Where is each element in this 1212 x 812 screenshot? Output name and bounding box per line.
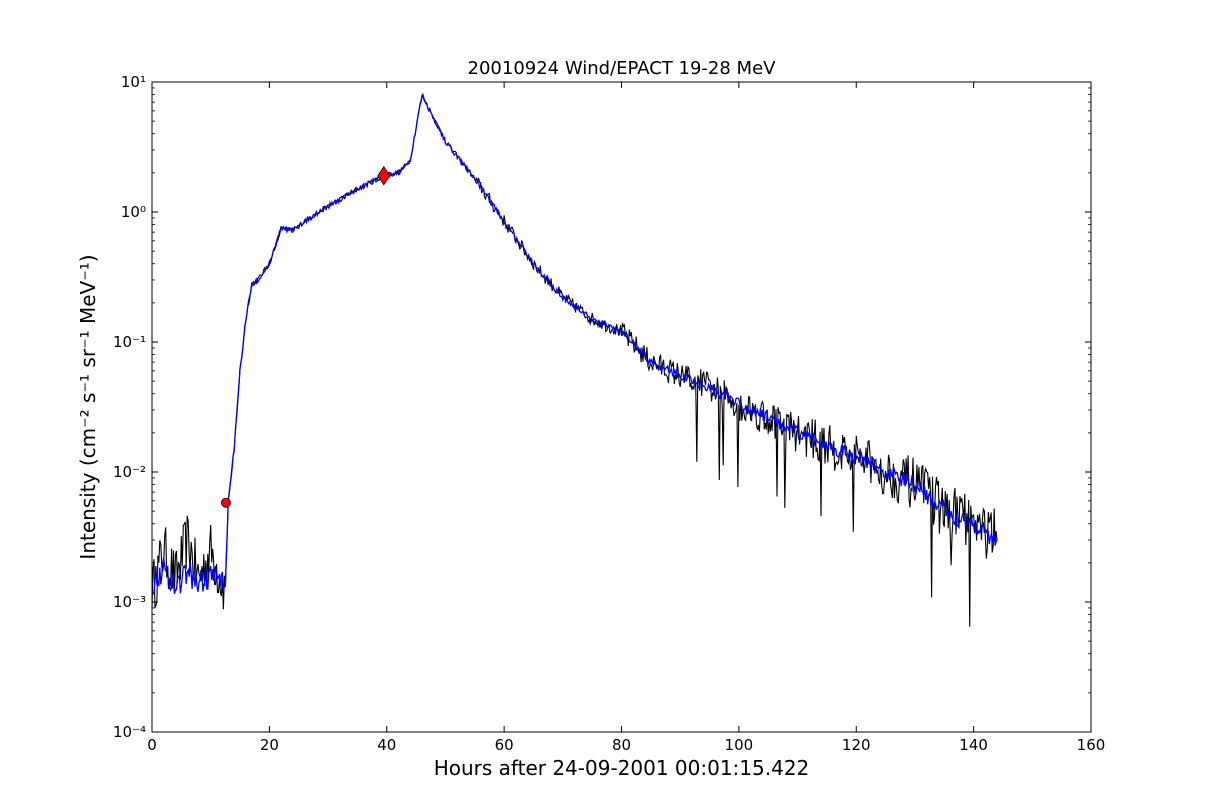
y-tick-label: 10⁻³ [113,593,146,611]
marker-layer [221,166,391,508]
tick-layer: 0 20 40 60 80 100 120 140 160 10⁻⁴ 10⁻³ 10⁻² 10⁻¹ 10⁰… [113,73,1105,754]
x-tick-label: 120 [842,736,871,754]
x-tick-label: 80 [612,736,631,754]
series-layer [151,92,998,627]
y-tick-label: 10⁻⁴ [113,723,146,741]
y-tick-label: 10⁰ [121,203,146,221]
x-axis-title: Hours after 24-09-2001 00:01:15.422 [434,756,810,780]
chart-title: 20010924 Wind/EPACT 19-28 MeV [468,58,777,79]
y-tick-label: 10⁻² [113,463,146,481]
x-tick-label: 100 [725,736,754,754]
x-tick-label: 0 [147,736,157,754]
x-tick-label: 40 [377,736,396,754]
y-tick-label: 10¹ [121,73,146,91]
diamond-marker [377,166,391,186]
y-tick-label: 10⁻¹ [113,333,146,351]
x-tick-label: 60 [495,736,514,754]
series-line-smoothed [151,92,998,595]
x-tick-label: 140 [959,736,988,754]
y-axis-title: Intensity (cm⁻² s⁻¹ sr⁻¹ MeV⁻¹) [76,254,100,559]
x-tick-label: 160 [1077,736,1106,754]
circle-marker [221,497,231,508]
x-tick-label: 20 [260,736,279,754]
